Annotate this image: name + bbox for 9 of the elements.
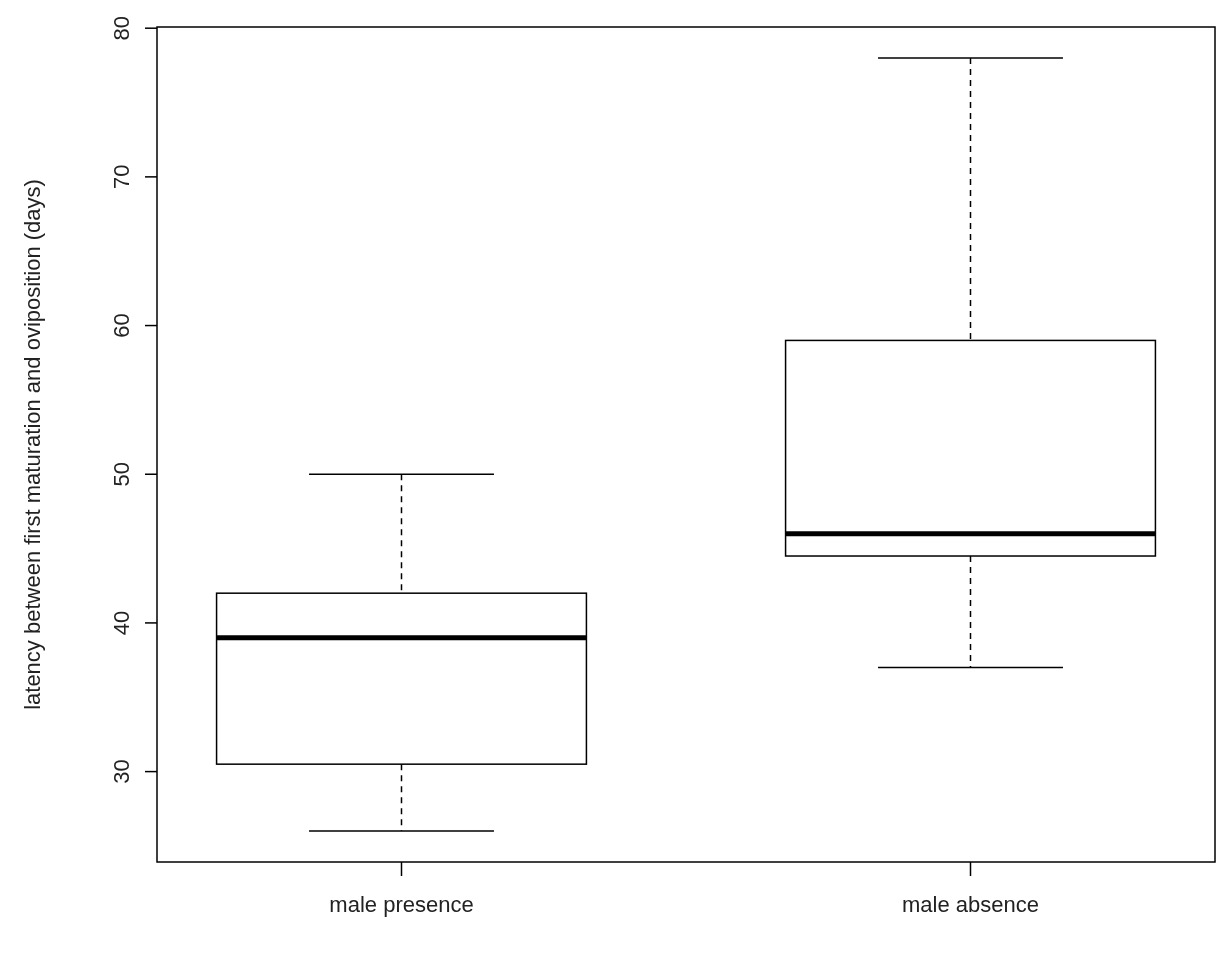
x-tick-label: male absence [902, 892, 1039, 917]
y-axis-title: latency between first maturation and oviposition (days) [20, 179, 45, 710]
y-tick-label: 60 [109, 313, 134, 338]
y-tick-label: 80 [109, 15, 134, 41]
y-tick-label: 50 [109, 461, 134, 487]
y-tick-label: 70 [109, 164, 134, 190]
y-tick-label: 40 [109, 610, 134, 636]
x-tick-label: male presence [329, 892, 474, 917]
y-tick-label: 30 [109, 759, 134, 784]
